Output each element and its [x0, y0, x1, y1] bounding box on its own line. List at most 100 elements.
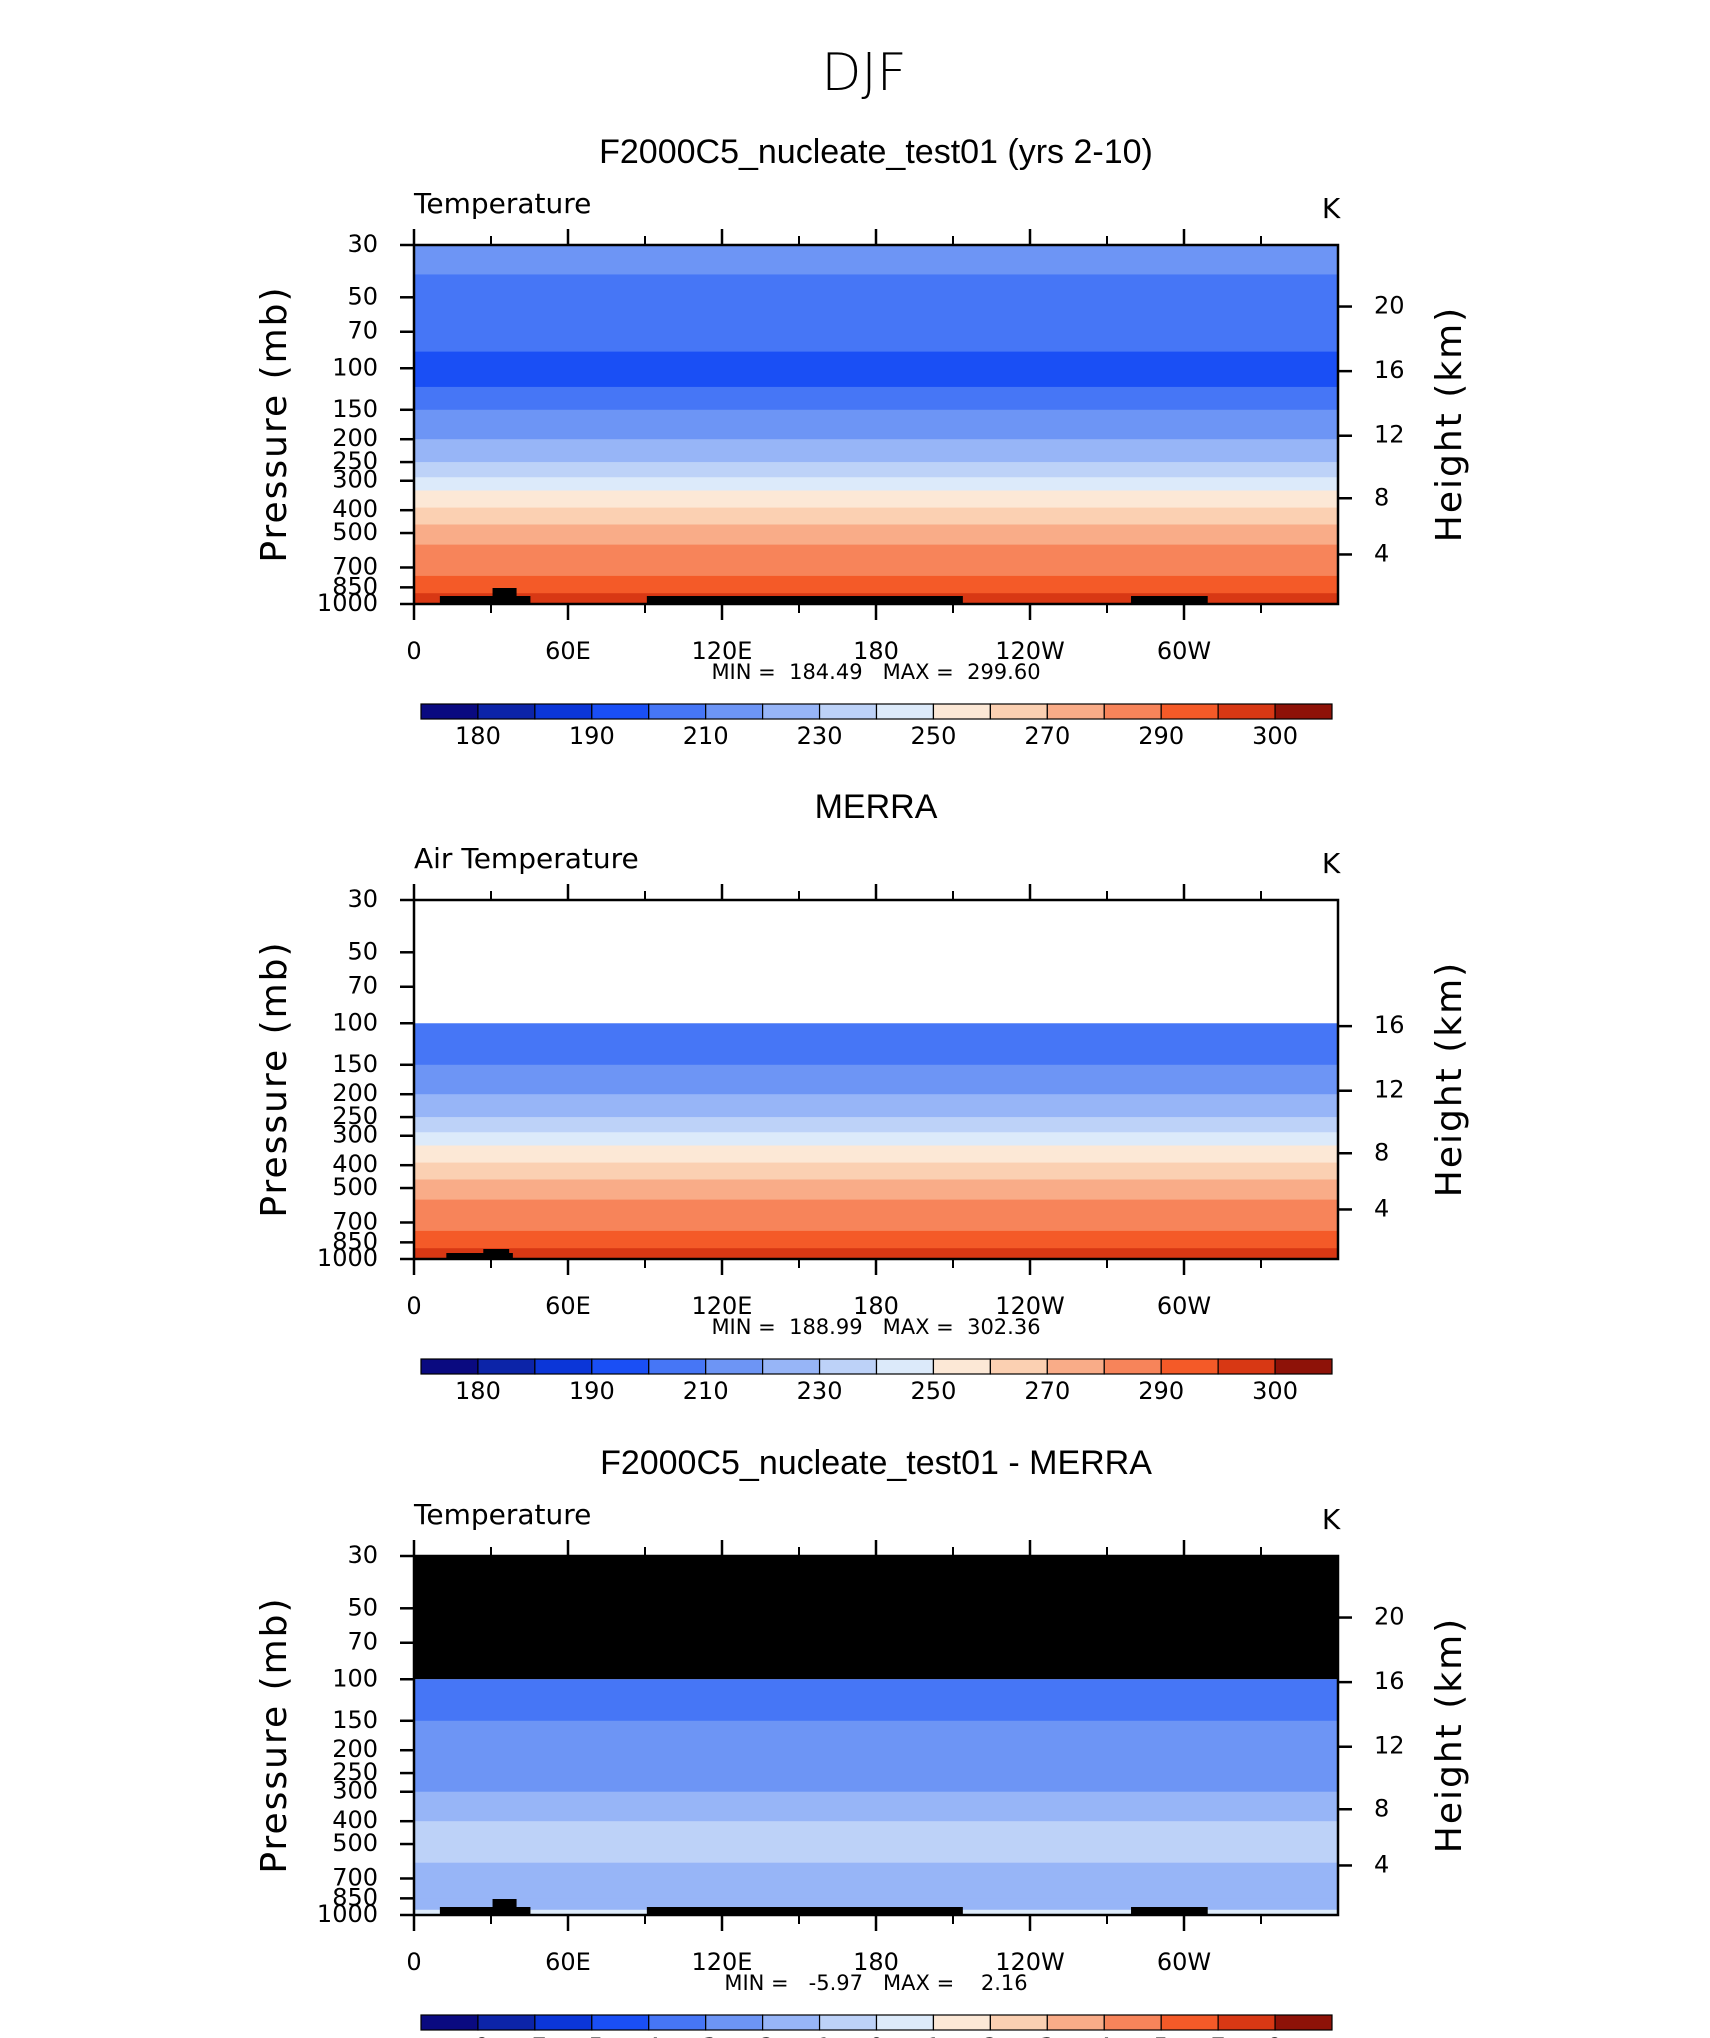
colorbar-box: [1103, 1358, 1162, 1375]
colorbar-label: 1: [926, 2033, 941, 2038]
min-max: MIN = 184.49 MAX = 299.60: [711, 660, 1040, 684]
colorbar-box: [1103, 703, 1162, 720]
y-tick-label: 300: [332, 1121, 378, 1149]
colorbar-label: -7: [523, 2033, 547, 2038]
y-tick-label: 150: [332, 1706, 378, 1734]
colorbar-box: [932, 1358, 991, 1375]
y-tick-label: 70: [347, 972, 378, 1000]
y-tick-label: 70: [347, 1628, 378, 1656]
x-tick-label: 120E: [692, 1948, 753, 1976]
contour-band: [414, 245, 1338, 275]
colorbar-box: [648, 1358, 707, 1375]
colorbar-box: [705, 703, 764, 720]
min-max: MIN = 188.99 MAX = 302.36: [711, 1315, 1040, 1339]
left-label: Air Temperature: [414, 842, 639, 875]
y2-tick-label: 12: [1374, 1732, 1405, 1760]
y2-tick-label: 12: [1374, 1076, 1405, 1104]
y-tick-label: 250: [332, 1758, 378, 1786]
colorbar-label: 290: [1138, 722, 1184, 750]
x-tick-label: 0: [406, 1948, 421, 1976]
colorbar-box: [875, 2014, 935, 2031]
colorbar-box: [534, 703, 593, 720]
colorbar-label: 180: [455, 722, 501, 750]
colorbar-box: [762, 1358, 821, 1375]
y2-tick-label: 4: [1374, 1850, 1389, 1878]
colorbar-label: 270: [1024, 722, 1070, 750]
panel-title: MERRA: [815, 788, 938, 826]
missing-area: [414, 1556, 1338, 1680]
colorbar-label: -2: [751, 2033, 775, 2038]
y-tick-label: 50: [347, 937, 378, 965]
y2-tick-label: 8: [1374, 483, 1389, 511]
colorbar-box: [1160, 2014, 1219, 2031]
colorbar-label: 210: [683, 722, 729, 750]
colorbar-label: 250: [911, 722, 957, 750]
contour-band: [414, 1162, 1338, 1180]
y-tick-label: 200: [332, 1735, 378, 1763]
colorbar-box: [875, 703, 935, 720]
y2-tick-label: 8: [1374, 1794, 1389, 1822]
y-tick-label: 100: [332, 353, 378, 381]
x-tick-label: 60E: [545, 1292, 591, 1320]
colorbar-label: 2: [983, 2033, 998, 2038]
contour-band: [414, 1248, 1338, 1260]
y-tick-label: 50: [347, 282, 378, 310]
terrain: [439, 596, 531, 604]
y-tick-label: 700: [332, 1863, 378, 1891]
colorbar-box: [477, 703, 536, 720]
y-tick-label: 70: [347, 317, 378, 345]
y-tick-label: 1000: [317, 1900, 378, 1928]
y-tick-label: 500: [332, 518, 378, 546]
x-tick-label: 120E: [692, 637, 753, 665]
y-tick-label: 250: [332, 447, 378, 475]
colorbar-box: [818, 703, 878, 720]
panel-title: F2000C5_nucleate_test01 - MERRA: [600, 1444, 1152, 1482]
y2-tick-label: 16: [1374, 356, 1405, 384]
figure-title: DJF: [821, 43, 906, 103]
colorbar-box: [1046, 703, 1105, 720]
contour-band: [414, 1898, 1338, 1911]
contour-band: [414, 1791, 1338, 1822]
terrain: [492, 1899, 517, 1915]
colorbar-box: [648, 703, 707, 720]
colorbar-label: 210: [683, 1377, 729, 1405]
y-tick-label: 250: [332, 1102, 378, 1130]
colorbar-label: -9: [466, 2033, 490, 2038]
colorbar-box: [1274, 2014, 1333, 2031]
colorbar-box: [818, 2014, 878, 2031]
units-label: K: [1322, 847, 1341, 880]
colorbar-box: [477, 1358, 536, 1375]
y-tick-label: 700: [332, 1207, 378, 1235]
colorbar-box: [875, 1358, 935, 1375]
contour-band: [414, 1132, 1338, 1146]
y-tick-label: 30: [347, 1541, 378, 1569]
x-tick-label: 60E: [545, 637, 591, 665]
colorbar-box: [1160, 1358, 1219, 1375]
y-tick-label: 500: [332, 1173, 378, 1201]
x-tick-label: 60E: [545, 1948, 591, 1976]
terrain: [446, 1253, 513, 1259]
contour-band: [414, 351, 1338, 388]
y-tick-label: 850: [332, 572, 378, 600]
terrain: [646, 1907, 963, 1915]
contour-band: [414, 1230, 1338, 1249]
y-axis-label: Pressure (mb): [254, 285, 295, 562]
y2-tick-label: 4: [1374, 539, 1389, 567]
units-label: K: [1322, 1503, 1341, 1536]
colorbar-label: 3: [1040, 2033, 1055, 2038]
colorbar-label: 290: [1138, 1377, 1184, 1405]
x-tick-label: 120E: [692, 1292, 753, 1320]
contour-band: [414, 301, 1338, 353]
colorbar-label: 230: [797, 722, 843, 750]
y-tick-label: 50: [347, 1593, 378, 1621]
y-tick-label: 850: [332, 1883, 378, 1911]
colorbar-box: [1046, 1358, 1105, 1375]
contour-band: [414, 1821, 1338, 1864]
y-axis-label: Pressure (mb): [254, 940, 295, 1217]
missing-area: [414, 900, 1338, 1024]
y2-axis-label: Height (km): [1429, 1617, 1470, 1853]
terrain: [1131, 596, 1208, 604]
y2-tick-label: 20: [1374, 292, 1405, 320]
contour-band: [414, 274, 1338, 302]
y2-axis-label: Height (km): [1429, 961, 1470, 1197]
